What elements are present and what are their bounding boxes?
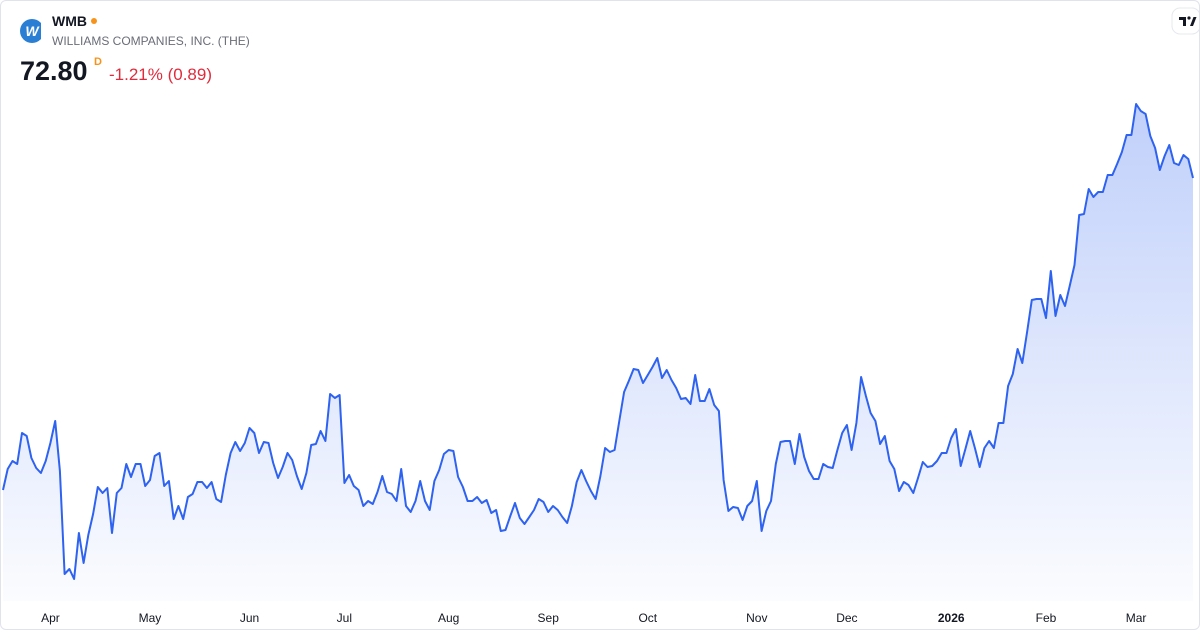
symbol-text: WMB bbox=[52, 13, 87, 29]
x-tick-label: Jul bbox=[337, 611, 352, 625]
status-dot bbox=[91, 18, 97, 24]
logo-letter: W bbox=[25, 23, 40, 39]
logo-mark bbox=[1179, 17, 1186, 26]
price-line bbox=[2, 103, 1194, 580]
logo-mark bbox=[1190, 17, 1197, 26]
x-tick-label: 2026 bbox=[938, 611, 965, 625]
x-tick-label: Feb bbox=[1036, 611, 1057, 625]
symbol: WMB bbox=[52, 13, 97, 29]
x-tick-label: Sep bbox=[538, 611, 560, 625]
x-tick-label: Mar bbox=[1126, 611, 1147, 625]
area-fill bbox=[3, 104, 1193, 601]
interval: D bbox=[94, 56, 102, 68]
x-tick-label: May bbox=[139, 611, 162, 625]
logo-mark bbox=[1187, 16, 1191, 20]
x-tick-label: Dec bbox=[836, 611, 857, 625]
x-tick-label: Aug bbox=[438, 611, 459, 625]
company-name: WILLIAMS COMPANIES, INC. (THE) bbox=[52, 34, 250, 48]
price: 72.80 bbox=[20, 56, 88, 86]
x-tick-label: Jun bbox=[240, 611, 259, 625]
x-tick-label: Oct bbox=[638, 611, 657, 625]
x-tick-label: Apr bbox=[41, 611, 60, 625]
price-change: -1.21% (0.89) bbox=[109, 65, 212, 84]
logo: W bbox=[20, 19, 41, 43]
logo-circle bbox=[20, 19, 41, 43]
x-tick-label: Nov bbox=[746, 611, 767, 625]
tv-logo[interactable] bbox=[1171, 7, 1199, 35]
